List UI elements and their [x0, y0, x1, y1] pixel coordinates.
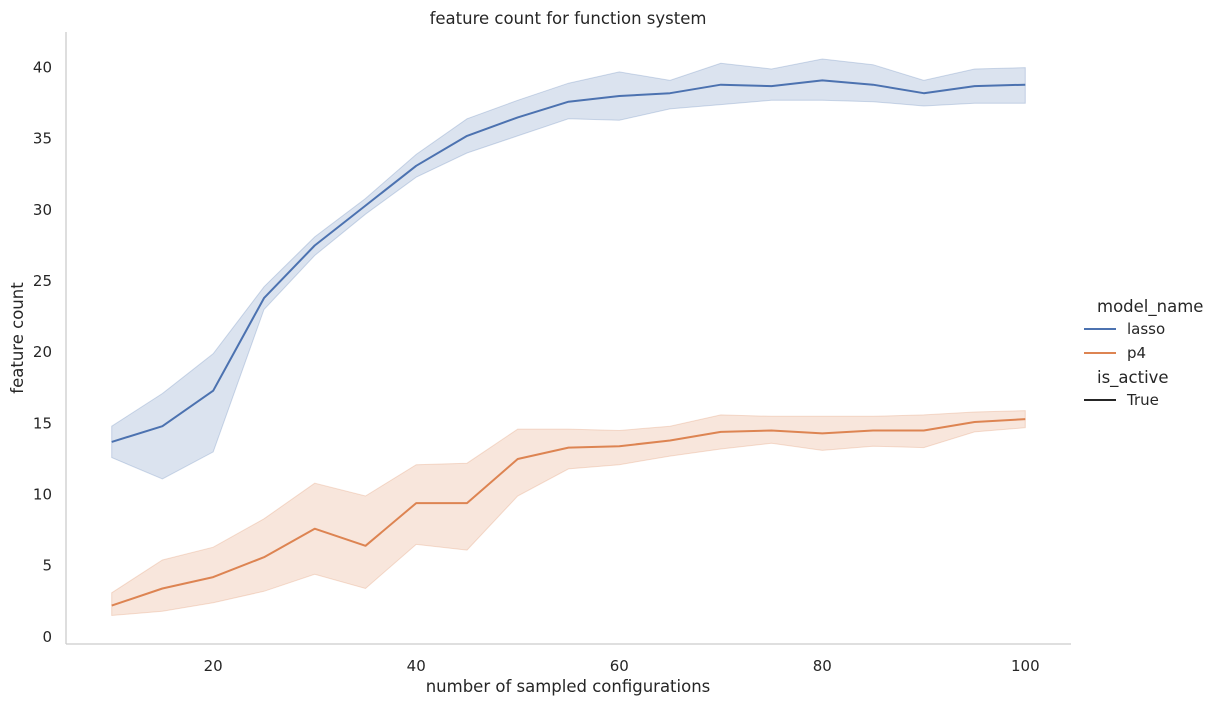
- y-tick-label: 15: [33, 414, 52, 432]
- y-tick-label: 0: [42, 628, 52, 646]
- legend-label-true: True: [1126, 391, 1159, 409]
- series-lines: [111, 79, 1026, 607]
- x-tick-label: 40: [407, 657, 426, 675]
- y-tick-label: 20: [33, 343, 52, 361]
- legend-label-p4: p4: [1127, 344, 1146, 362]
- x-tick-label: 20: [204, 657, 223, 675]
- y-tick-label: 40: [33, 59, 52, 77]
- y-tick-label: 10: [33, 486, 52, 504]
- confidence-bands: [111, 58, 1026, 617]
- legend-label-lasso: lasso: [1127, 320, 1165, 338]
- legend-hue-title: model_name: [1097, 297, 1203, 317]
- legend: model_name lasso p4 is_active True: [1084, 297, 1203, 409]
- ci-band-lasso: [111, 58, 1026, 480]
- x-tick-label: 100: [1011, 657, 1040, 675]
- legend-style-title: is_active: [1097, 368, 1169, 388]
- y-tick-label: 35: [33, 130, 52, 148]
- x-tick-label: 80: [813, 657, 832, 675]
- x-tick-label: 60: [610, 657, 629, 675]
- y-axis-label: feature count: [8, 282, 27, 394]
- ci-band-p4: [111, 410, 1026, 617]
- y-tick-label: 30: [33, 201, 52, 219]
- series-line-lasso: [111, 79, 1026, 443]
- x-axis-label: number of sampled configurations: [426, 677, 711, 696]
- x-axis-ticks: 20 40 60 80 100: [204, 657, 1040, 675]
- chart-title: feature count for function system: [430, 9, 707, 28]
- series-line-p4: [111, 418, 1026, 607]
- y-tick-label: 5: [42, 557, 52, 575]
- y-tick-label: 25: [33, 272, 52, 290]
- y-axis-ticks: 0 5 10 15 20 25 30 35 40: [33, 59, 52, 646]
